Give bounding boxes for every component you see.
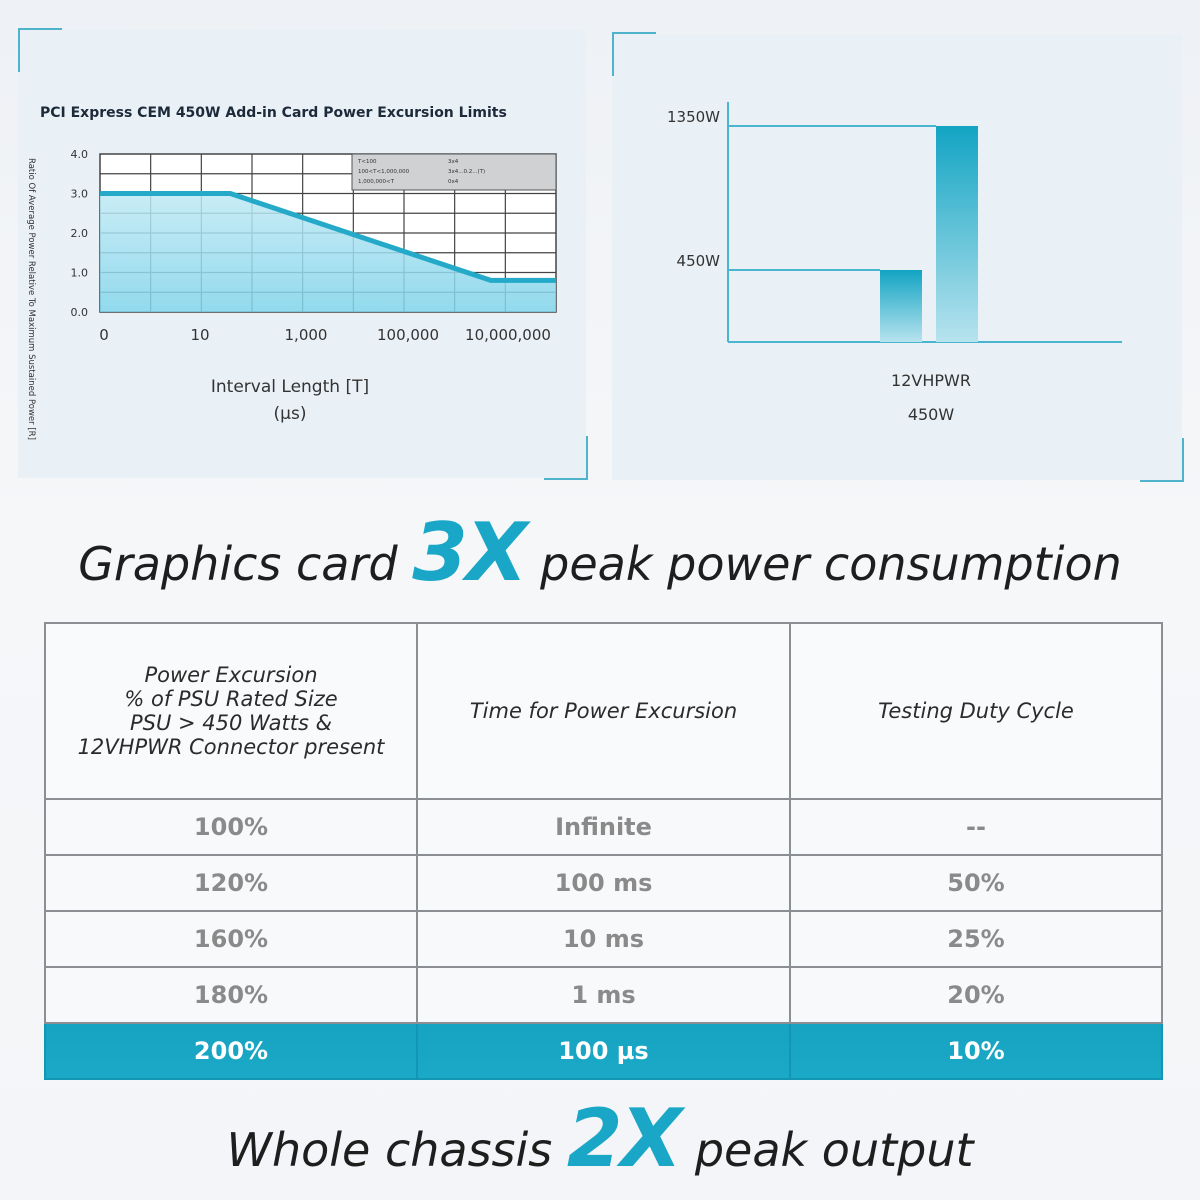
- bar-450w: [936, 126, 978, 342]
- header-duty-cycle: Testing Duty Cycle: [789, 622, 1163, 800]
- cell-time: 100 ms: [416, 854, 791, 912]
- cell-time: 1 ms: [416, 966, 791, 1024]
- cell-time: 100 µs: [416, 1022, 791, 1080]
- y-marker-label: 450W: [677, 252, 721, 270]
- y-tick-label: 4.0: [71, 148, 89, 161]
- corner-decoration: [612, 32, 656, 76]
- cell-time: Infinite: [416, 798, 791, 856]
- legend-background: [351, 153, 557, 191]
- y-tick-label: 0.0: [71, 306, 89, 319]
- cell-time: 10 ms: [416, 910, 791, 968]
- category-label-450w: 450W: [908, 405, 955, 424]
- category-label-12vhpwr: 12VHPWR: [891, 371, 971, 390]
- table-row-highlighted: 200% 100 µs 10%: [44, 1022, 1163, 1080]
- peak-power-bar-chart: 1350W 450W 12VHPWR 450W: [667, 102, 1122, 424]
- x-tick-label: 0: [99, 326, 109, 344]
- x-tick-label: 100,000: [377, 326, 439, 344]
- y-marker-lines: 1350W 450W: [667, 108, 936, 271]
- legend-condition: T<100: [357, 159, 377, 165]
- y-tick-labels: 4.0 3.0 2.0 1.0 0.0: [71, 148, 89, 319]
- cell-excursion: 200%: [44, 1022, 418, 1080]
- headline-emphasis: 3X: [412, 506, 527, 599]
- x-tick-label: 10: [190, 326, 209, 344]
- cell-duty: --: [789, 798, 1163, 856]
- headline-prefix: Graphics card: [78, 537, 413, 591]
- cell-duty: 20%: [789, 966, 1163, 1024]
- excursion-chart-panel: PCI Express CEM 450W Add-in Card Power E…: [18, 28, 588, 480]
- corner-decoration: [18, 28, 62, 72]
- cell-duty: 25%: [789, 910, 1163, 968]
- y-marker-label: 1350W: [667, 108, 720, 126]
- power-excursion-table: Power Excursion % of PSU Rated Size PSU …: [44, 622, 1163, 1080]
- headline-prefix: Whole chassis: [226, 1123, 567, 1177]
- x-axis-unit: (µs): [274, 404, 307, 424]
- table-header-row: Power Excursion % of PSU Rated Size PSU …: [44, 622, 1163, 800]
- table-row: 100% Infinite --: [44, 798, 1163, 856]
- cell-duty: 50%: [789, 854, 1163, 912]
- corner-decoration: [544, 436, 588, 480]
- header-power-excursion: Power Excursion % of PSU Rated Size PSU …: [44, 622, 418, 800]
- cell-excursion: 160%: [44, 910, 418, 968]
- y-axis-label: Ratio Of Average Power Relative To Maxim…: [26, 158, 36, 440]
- y-tick-label: 2.0: [71, 227, 89, 240]
- header-line: Power Excursion: [144, 663, 318, 687]
- cell-excursion: 120%: [44, 854, 418, 912]
- header-line: 12VHPWR Connector present: [77, 735, 385, 759]
- header-line: Time for Power Excursion: [469, 699, 738, 723]
- excursion-line-chart: PCI Express CEM 450W Add-in Card Power E…: [26, 105, 557, 440]
- legend-limit: 0x4: [448, 179, 459, 185]
- table-row: 180% 1 ms 20%: [44, 966, 1163, 1024]
- legend-condition: 100<T<1,000,000: [358, 169, 410, 175]
- series-line: [100, 191, 556, 283]
- area-fill: [100, 193, 556, 312]
- bar-12vhpwr: [880, 270, 922, 342]
- x-tick-labels: 0 10 1,000 100,000 10,000,000: [99, 326, 551, 344]
- legend-limit: 3x4...0.2...(T): [448, 169, 485, 175]
- legend-box: T<100 3x4 100<T<1,000,000 3x4...0.2...(T) 1,…: [351, 153, 557, 191]
- headline-graphics-card: Graphics card 3X peak power consumption: [0, 506, 1200, 599]
- corner-decoration: [1140, 438, 1184, 482]
- x-axis-label: Interval Length [T]: [211, 377, 369, 397]
- legend-limit: 3x4: [448, 159, 459, 165]
- y-tick-label: 3.0: [71, 188, 89, 201]
- legend-condition: 1,000,000<T: [358, 179, 395, 185]
- headline-whole-chassis: Whole chassis 2X peak output: [0, 1092, 1200, 1185]
- x-tick-label: 10,000,000: [465, 326, 551, 344]
- chart-axes: [727, 102, 1122, 343]
- chart-title: PCI Express CEM 450W Add-in Card Power E…: [40, 105, 507, 121]
- cell-excursion: 100%: [44, 798, 418, 856]
- y-tick-label: 1.0: [71, 267, 89, 280]
- cell-duty: 10%: [789, 1022, 1163, 1080]
- header-line: Testing Duty Cycle: [878, 699, 1074, 723]
- headline-suffix: peak power consumption: [525, 537, 1122, 591]
- cell-excursion: 180%: [44, 966, 418, 1024]
- bars: [880, 126, 978, 342]
- header-line: PSU > 450 Watts &: [129, 711, 332, 735]
- header-line: % of PSU Rated Size: [124, 687, 338, 711]
- headline-suffix: peak output: [680, 1123, 974, 1177]
- table-row: 160% 10 ms 25%: [44, 910, 1163, 968]
- table-row: 120% 100 ms 50%: [44, 854, 1163, 912]
- peak-power-chart-panel: 1350W 450W 12VHPWR 450W: [612, 32, 1184, 482]
- header-time: Time for Power Excursion: [416, 622, 791, 800]
- headline-emphasis: 2X: [566, 1092, 682, 1185]
- x-tick-label: 1,000: [285, 326, 328, 344]
